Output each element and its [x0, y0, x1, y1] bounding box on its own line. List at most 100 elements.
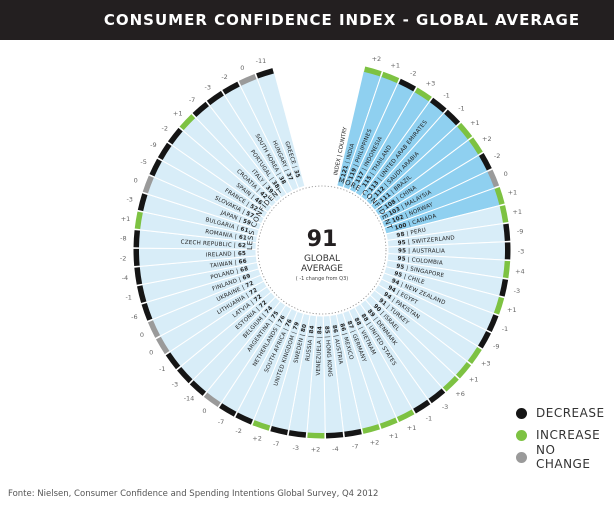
change-segment — [414, 87, 432, 102]
change-label: -3 — [514, 287, 520, 295]
change-segment — [167, 127, 183, 145]
change-segment — [413, 399, 431, 414]
country-label: 95 | COLOMBIA — [397, 255, 443, 266]
legend-increase: INCREASE — [516, 424, 614, 446]
legend-no-change: NO CHANGE — [516, 443, 614, 471]
change-label: +2 — [252, 435, 262, 443]
change-label: -9 — [150, 141, 156, 149]
country-index: 87 — [346, 320, 355, 330]
change-label: -4 — [332, 445, 338, 453]
country-name: TAIWAN | — [209, 259, 239, 269]
increase-dot-icon — [516, 429, 527, 441]
center-value: 91 — [307, 227, 338, 252]
country-index: 52 — [249, 203, 259, 212]
country-name: RUSSIA | — [305, 333, 315, 361]
change-segment — [478, 153, 492, 171]
country-index: 108 — [384, 198, 398, 210]
change-label: -2 — [162, 125, 168, 133]
change-segment — [203, 392, 221, 408]
decrease-dot-icon — [516, 407, 527, 419]
change-segment — [499, 205, 509, 223]
country-label: TAIWAN | 66 — [209, 258, 248, 269]
change-segment — [494, 187, 505, 205]
country-index: 94 — [390, 278, 400, 287]
change-segment — [457, 122, 473, 140]
change-label: -3 — [442, 403, 448, 411]
change-segment — [499, 278, 509, 297]
country-label: 86 | AUSTRIA — [331, 325, 344, 365]
change-label: -11 — [256, 57, 267, 65]
change-label: -14 — [184, 395, 195, 403]
country-label: RUSSIA | 84 — [305, 325, 316, 361]
country-index: 59 — [242, 218, 252, 226]
country-index: 66 — [238, 258, 247, 265]
country-name: IRELAND | — [206, 251, 238, 258]
country-index: 62 — [238, 242, 247, 248]
change-label: +2 — [482, 135, 492, 143]
change-segment — [442, 375, 459, 392]
change-segment — [502, 260, 511, 279]
change-label: +1 — [121, 215, 131, 223]
no-change-dot-icon — [516, 451, 527, 463]
country-index: 74 — [264, 305, 274, 315]
source-note: Fonte: Nielsen, Consumer Confidence and … — [8, 489, 379, 499]
country-index: 69 — [242, 273, 252, 281]
change-segment — [455, 361, 472, 379]
country-label: CZECH REPUBLIC | 62 — [180, 239, 246, 249]
country-index: 95 — [397, 240, 406, 247]
change-segment — [137, 193, 148, 212]
center-circle — [257, 185, 387, 315]
change-segment — [379, 417, 398, 429]
change-segment — [325, 431, 344, 439]
country-index: 95 — [397, 255, 406, 262]
country-index: 84 — [308, 325, 315, 334]
country-index: 95 — [396, 263, 405, 271]
country-index: 121 — [340, 164, 349, 177]
header-bar: CONSUMER CONFIDENCE INDEX - GLOBAL AVERA… — [0, 0, 614, 40]
country-index: 90 — [372, 303, 382, 313]
country-index: 91 — [378, 297, 388, 307]
country-index: 102 — [391, 214, 405, 224]
change-label: +1 — [512, 208, 522, 216]
change-label: -6 — [131, 313, 137, 321]
country-label: 98 | PERU — [396, 227, 427, 239]
country-index: 72 — [245, 280, 255, 289]
change-label: +1 — [173, 109, 183, 117]
country-index: 38 — [278, 175, 287, 185]
change-segment — [307, 432, 325, 439]
change-segment — [362, 424, 381, 434]
country-index: 117 — [355, 170, 366, 184]
country-index: 119 — [348, 167, 358, 181]
country-name: | AUSTRIA — [333, 333, 344, 365]
country-index: 95 — [393, 270, 403, 278]
country-index: 84 — [317, 326, 323, 334]
change-segment — [252, 420, 271, 431]
change-label: -9 — [517, 228, 523, 236]
change-label: -2 — [494, 152, 500, 160]
change-segment — [133, 248, 140, 267]
legend-label: NO CHANGE — [535, 443, 591, 471]
country-index: 42 — [259, 190, 269, 200]
change-label: -1 — [443, 91, 449, 99]
change-label: 0 — [202, 407, 206, 415]
country-index: 35 — [293, 169, 301, 179]
country-index: 72 — [253, 293, 263, 303]
country-index: 72 — [258, 299, 268, 309]
change-segment — [156, 336, 170, 355]
country-name: ROMANIA | — [205, 229, 240, 240]
change-segment — [429, 97, 447, 113]
country-index: 89 — [366, 308, 376, 318]
country-label: 95 | AUSTRALIA — [398, 248, 445, 254]
change-label: -3 — [172, 381, 178, 389]
center-label-average: AVERAGE — [301, 264, 343, 274]
change-label: -8 — [120, 235, 126, 243]
country-index: 68 — [240, 266, 249, 274]
country-index: 61 — [240, 226, 249, 234]
change-segment — [137, 285, 147, 304]
country-index: 98 — [396, 231, 405, 238]
country-index: 115 — [361, 175, 373, 189]
change-label: +1 — [470, 119, 480, 127]
change-label: -7 — [273, 440, 279, 448]
country-name: CZECH REPUBLIC | — [180, 239, 238, 248]
